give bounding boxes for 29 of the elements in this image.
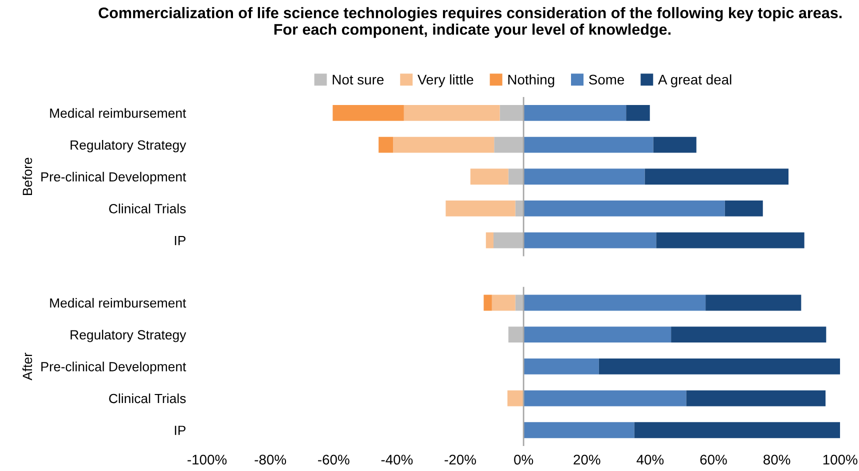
y-tick-label: Regulatory Strategy	[70, 140, 186, 152]
legend-label: Very little	[418, 74, 474, 88]
y-tick-label: Pre-clinical Development	[41, 172, 186, 184]
y-tick-label: IP	[174, 236, 186, 246]
chart-title: Commercialization of life science technologies requires consideration of the following key topic areas. For each component, indicate your level of knowledge.	[98, 7, 842, 38]
legend-label: Some	[589, 74, 624, 85]
x-tick-label: 60%	[700, 454, 727, 465]
x-tick-label: 100%	[823, 454, 858, 465]
legend-label: Not sure	[332, 74, 384, 85]
y-tick-label: IP	[174, 426, 186, 435]
x-tick-label: -20%	[444, 454, 476, 465]
y-tick-label: Clinical Trials	[109, 393, 186, 404]
y-tick-label: Regulatory Strategy	[70, 330, 186, 342]
x-tick-label: -40%	[381, 454, 413, 465]
y-axis-title: After	[22, 352, 32, 380]
y-tick-label: Medical reimbursement	[50, 298, 186, 308]
x-tick-label: -60%	[318, 454, 350, 465]
x-tick-label: 40%	[636, 454, 664, 465]
y-tick-label: Clinical Trials	[109, 204, 186, 214]
legend-label: A great deal	[658, 74, 732, 88]
x-tick-label: 80%	[764, 454, 790, 465]
legend-label: Nothing	[508, 74, 554, 88]
x-tick-label: -100%	[188, 454, 227, 465]
x-tick-label: -80%	[254, 454, 286, 465]
y-axis-title: Before	[22, 158, 32, 195]
y-tick-label: Medical reimbursement	[50, 108, 186, 118]
x-tick-label: 20%	[574, 454, 600, 465]
y-tick-label: Pre-clinical Development	[41, 362, 186, 374]
x-tick-label: 0%	[514, 454, 534, 465]
